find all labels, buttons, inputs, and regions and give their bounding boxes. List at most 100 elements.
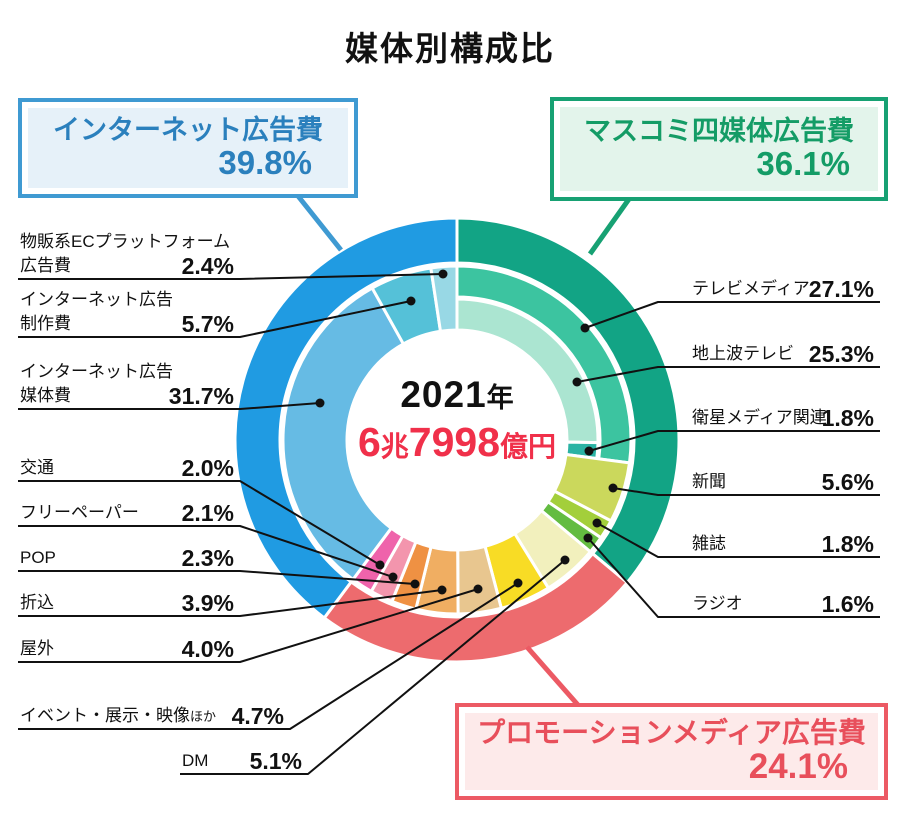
connector-internet <box>296 194 343 252</box>
label-name-kotsu: 交通 <box>20 453 54 478</box>
label-text-radio: ラジオ <box>692 594 743 613</box>
leader-line-kotsu <box>18 480 381 566</box>
label-pct-dm: 5.1% <box>249 748 302 774</box>
center-total-part: 6 <box>357 419 381 465</box>
label-row-free: フリーペーパー 2.1% <box>18 500 240 526</box>
label-text-free: フリーペーパー <box>20 503 139 522</box>
leader-dot-baitai <box>315 398 325 408</box>
leader-dot-pop <box>410 579 420 589</box>
label-name-zasshi: 雑誌 <box>692 529 726 554</box>
label-row-kotsu: 交通 2.0% <box>18 455 240 481</box>
label-text-eisei: 衛星メディア関連 <box>692 408 827 427</box>
label-row-dm: DM 5.1% <box>180 748 308 774</box>
promotion-callout-fill: プロモーションメディア広告費 24.1% <box>465 713 878 790</box>
label-pct-tvmedia: 27.1% <box>808 276 874 302</box>
label-name2-ec: 広告費 <box>20 256 71 275</box>
internet-callout-fill: インターネット広告費 39.8% <box>28 108 348 188</box>
segment-baitai <box>281 286 406 582</box>
label-row-shinbun: 新聞 5.6% <box>658 467 880 495</box>
label-pct-eisei: 1.8% <box>821 405 874 431</box>
label-pct-shinbun: 5.6% <box>821 469 874 495</box>
label-row-eisei: 衛星メディア関連 1.8% <box>658 403 880 431</box>
leader-line-orikomi <box>18 589 443 617</box>
label-pct-kotsu: 2.0% <box>181 455 234 481</box>
label-suffix-event: ほか <box>190 709 217 724</box>
label-pct-pop: 2.3% <box>181 545 234 571</box>
label-pct-okugai: 4.0% <box>181 636 234 662</box>
leader-line-baitai <box>18 402 321 410</box>
label-pct-free: 2.1% <box>181 500 234 526</box>
label-name-okugai: 屋外 <box>20 634 54 659</box>
leader-dot-kotsu <box>375 560 385 570</box>
label-name-chijoha: 地上波テレビ <box>692 339 794 364</box>
label-row-orikomi: 折込 3.9% <box>18 590 240 616</box>
center-year-number: 2021 <box>400 374 487 415</box>
center-total-part: 兆 <box>380 431 409 462</box>
leader-dot-eisei <box>584 446 594 456</box>
label-text-shinbun: 新聞 <box>692 472 726 491</box>
label-row-baitai: インターネット広告 媒体費 31.7% <box>18 357 240 409</box>
leader-dot-okugai <box>473 584 483 594</box>
mass-media-callout-pct: 36.1% <box>756 145 850 183</box>
promotion-callout-label: プロモーションメディア広告費 <box>477 717 866 749</box>
label-row-radio: ラジオ 1.6% <box>658 589 880 617</box>
internet-callout-label: インターネット広告費 <box>53 115 323 146</box>
label-pct-seisaku: 5.7% <box>181 311 234 337</box>
label-row-okugai: 屋外 4.0% <box>18 636 240 662</box>
leader-line-dm <box>180 559 566 775</box>
leader-line-chijoha <box>576 366 880 383</box>
label-name-eisei: 衛星メディア関連 <box>692 403 827 428</box>
label-text-pop: POP <box>20 548 56 567</box>
outer-segment-2 <box>233 216 459 621</box>
label-name2-baitai: 媒体費 <box>20 386 71 405</box>
label-name-free: フリーペーパー <box>20 498 139 523</box>
label-row-pop: POP 2.3% <box>18 545 240 571</box>
label-row-event: イベント・展示・映像ほか 4.7% <box>18 703 290 729</box>
label-row-chijoha: 地上波テレビ 25.3% <box>658 339 880 367</box>
center-total-part: 億円 <box>500 431 557 462</box>
label-name-event: イベント・展示・映像ほか <box>20 701 216 726</box>
label-name-pop: POP <box>20 548 56 568</box>
center-total-part: 7998 <box>408 419 501 465</box>
leader-dot-radio <box>583 533 593 543</box>
leader-dot-zasshi <box>592 518 602 528</box>
label-name-seisaku: インターネット広告 <box>20 290 173 309</box>
label-row-ec: 物販系ECプラットフォーム 広告費 2.4% <box>18 227 240 279</box>
leader-line-ec <box>18 273 444 280</box>
label-pct-zasshi: 1.8% <box>821 531 874 557</box>
label-pct-event: 4.7% <box>231 703 284 729</box>
leader-dot-chijoha <box>572 377 582 387</box>
leader-dot-event <box>513 578 523 588</box>
leader-dot-orikomi <box>437 585 447 595</box>
leader-line-seisaku <box>18 300 412 338</box>
label-name-shinbun: 新聞 <box>692 467 726 492</box>
leader-line-zasshi <box>596 522 880 558</box>
label-pct-baitai: 31.7% <box>168 383 234 409</box>
leader-line-okugai <box>18 588 479 663</box>
leader-line-radio <box>587 537 880 618</box>
leader-line-shinbun <box>612 487 880 496</box>
label-text-okugai: 屋外 <box>20 639 54 658</box>
donut-center-label: 2021年 6兆7998億円 <box>297 374 617 466</box>
label-pct-orikomi: 3.9% <box>181 590 234 616</box>
leader-line-free <box>18 525 394 578</box>
label-pct-ec: 2.4% <box>181 253 234 279</box>
internet-callout-pct: 39.8% <box>218 144 312 182</box>
connector-mass-media <box>587 197 632 256</box>
leader-dot-seisaku <box>406 296 416 306</box>
label-text-dm: DM <box>182 751 209 770</box>
mass-media-callout-box: マスコミ四媒体広告費 36.1% <box>550 97 888 201</box>
label-row-seisaku: インターネット広告 制作費 5.7% <box>18 285 240 337</box>
internet-callout-box: インターネット広告費 39.8% <box>18 98 358 198</box>
leader-line-tvmedia <box>584 301 880 329</box>
label-name-orikomi: 折込 <box>20 588 54 613</box>
label-text-kotsu: 交通 <box>20 458 54 477</box>
label-text-event: イベント・展示・映像 <box>20 706 190 725</box>
leader-line-pop <box>18 570 416 585</box>
label-name-ec: 物販系ECプラットフォーム <box>20 232 231 251</box>
label-pct-chijoha: 25.3% <box>808 341 874 367</box>
connector-promotion <box>525 645 580 707</box>
promotion-callout-box: プロモーションメディア広告費 24.1% <box>455 703 888 800</box>
page-title: 媒体別構成比 <box>345 30 555 67</box>
